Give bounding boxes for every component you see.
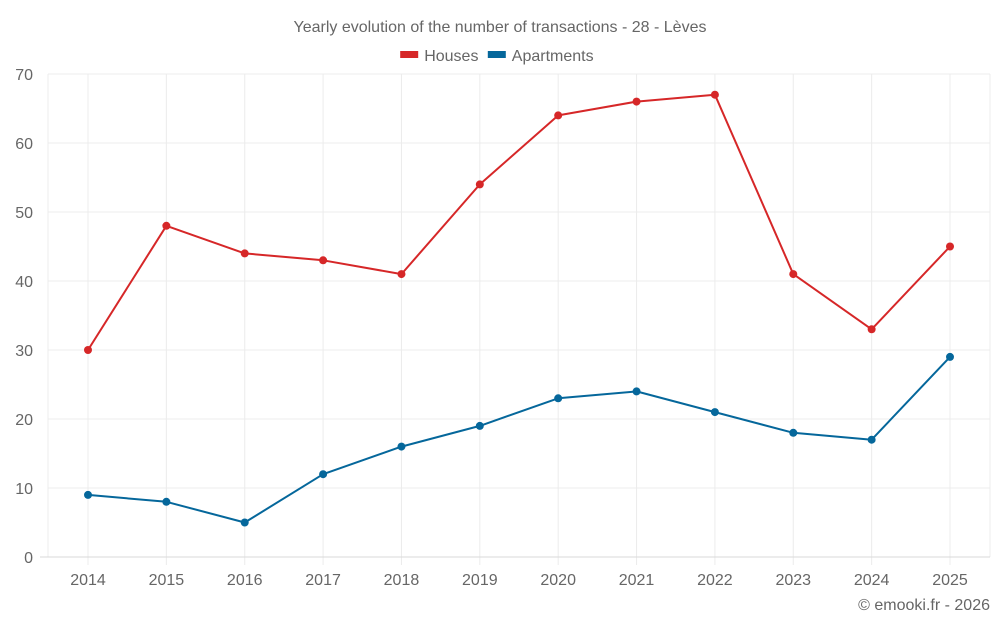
legend-swatch — [487, 51, 506, 58]
y-tick-label: 50 — [15, 205, 33, 222]
data-point-houses[interactable] — [632, 97, 641, 106]
x-tick-label: 2021 — [619, 572, 655, 589]
data-point-houses[interactable] — [554, 111, 563, 120]
x-tick-label: 2022 — [697, 572, 733, 589]
y-tick-label: 60 — [15, 136, 33, 153]
x-tick-label: 2025 — [932, 572, 968, 589]
x-tick-label: 2017 — [305, 572, 341, 589]
x-tick-label: 2023 — [775, 572, 811, 589]
x-tick-label: 2015 — [149, 572, 185, 589]
data-point-apartments[interactable] — [240, 518, 249, 527]
y-tick-label: 10 — [15, 481, 33, 498]
x-tick-label: 2020 — [540, 572, 576, 589]
legend-item-houses[interactable]: Houses — [400, 48, 478, 65]
data-point-apartments[interactable] — [162, 497, 171, 506]
data-point-houses[interactable] — [397, 270, 406, 279]
y-tick-label: 20 — [15, 412, 33, 429]
x-tick-label: 2024 — [854, 572, 890, 589]
legend: Houses Apartments — [400, 48, 594, 65]
y-tick-label: 40 — [15, 274, 33, 291]
chart-title: Yearly evolution of the number of transa… — [294, 19, 707, 36]
y-axis: 0 10 20 30 40 50 60 70 — [15, 67, 33, 567]
legend-swatch — [400, 51, 419, 58]
data-point-houses[interactable] — [240, 249, 249, 258]
x-tick-label: 2018 — [384, 572, 420, 589]
x-tick-label: 2019 — [462, 572, 498, 589]
legend-label: Apartments — [512, 48, 594, 65]
data-point-apartments[interactable] — [867, 435, 876, 444]
data-point-apartments[interactable] — [84, 490, 92, 499]
x-axis: 2014 2015 2016 2017 2018 2019 2020 2021 2022 2023… — [70, 572, 968, 589]
data-point-houses[interactable] — [789, 270, 798, 279]
data-point-apartments[interactable] — [710, 408, 719, 417]
y-tick-label: 70 — [15, 67, 33, 84]
legend-label: Houses — [424, 48, 478, 65]
data-point-apartments[interactable] — [475, 421, 484, 430]
data-point-apartments[interactable] — [632, 387, 641, 396]
x-tick-label: 2016 — [227, 572, 263, 589]
legend-item-apartments[interactable]: Apartments — [487, 48, 594, 65]
data-point-apartments[interactable] — [946, 352, 954, 361]
y-tick-label: 0 — [24, 550, 33, 567]
series-line-houses — [87, 93, 951, 351]
data-point-houses[interactable] — [710, 90, 719, 99]
data-point-apartments[interactable] — [789, 428, 798, 437]
data-point-apartments[interactable] — [397, 442, 406, 451]
data-point-houses[interactable] — [162, 221, 171, 230]
data-point-houses[interactable] — [475, 180, 484, 189]
data-point-houses[interactable] — [319, 256, 328, 265]
x-tick-label: 2014 — [70, 572, 106, 589]
data-point-apartments[interactable] — [319, 470, 328, 479]
data-point-apartments[interactable] — [554, 394, 563, 403]
data-point-houses[interactable] — [867, 325, 876, 334]
series-group — [84, 90, 954, 527]
data-point-houses[interactable] — [84, 346, 92, 354]
credit-text: © emooki.fr - 2026 — [858, 597, 990, 614]
data-point-houses[interactable] — [946, 242, 954, 251]
series-line-apartments — [87, 356, 951, 524]
y-tick-label: 30 — [15, 343, 33, 360]
grid — [40, 73, 991, 565]
